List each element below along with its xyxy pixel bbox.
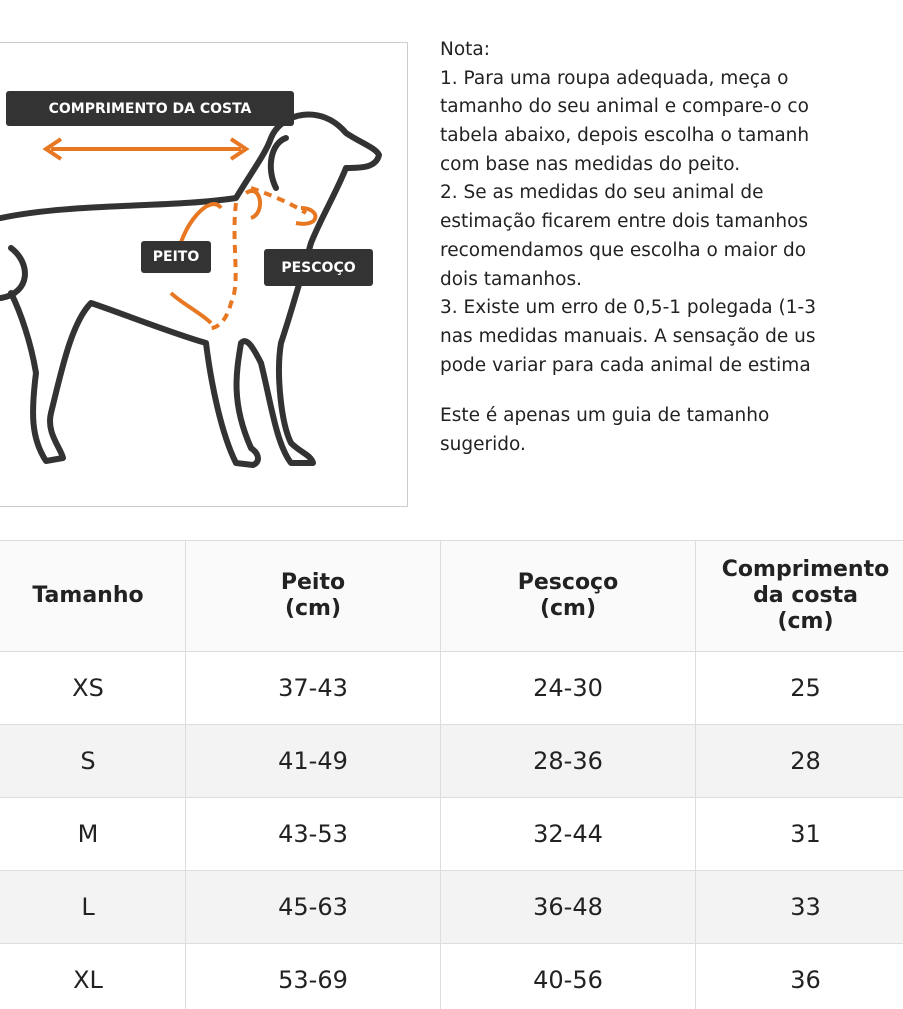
note-line: 2. Se as medidas do seu animal de (440, 182, 764, 204)
header-line: da costa (753, 583, 858, 608)
note-line: tamanho do seu animal e compare-o co (440, 96, 809, 118)
header-line: (cm) (539, 596, 597, 621)
header-line: (cm) (284, 596, 342, 621)
table-row: XS 37-43 24-30 25 (0, 651, 903, 725)
note-line: Nota: (440, 39, 490, 60)
header-line: (cm) (777, 609, 834, 634)
header-cell: Peito (cm) (185, 540, 441, 652)
footer-line: Este é apenas um guia de tamanho (440, 405, 770, 427)
table-cell: 53-69 (185, 943, 441, 1009)
dog-figure: COMPRIMENTO DA COSTA PEITO PESCOÇO (0, 42, 408, 507)
note-line: com base nas medidas do peito. (440, 153, 741, 175)
table-cell: 45-63 (185, 870, 441, 944)
table-cell: M (0, 797, 186, 871)
table-cell: L (0, 870, 186, 944)
table-cell: 37-43 (185, 651, 441, 725)
table-cell: XL (0, 943, 186, 1009)
table-row: S 41-49 28-36 28 (0, 724, 903, 798)
table-row: XL 53-69 40-56 36 (0, 943, 903, 1009)
table-cell: 40-56 (440, 943, 696, 1009)
table-cell: 36-48 (440, 870, 696, 944)
table-cell: 28-36 (440, 724, 696, 798)
header-line: Comprimento (721, 557, 890, 582)
header-cell: Pescoço (cm) (440, 540, 696, 652)
back-label: COMPRIMENTO DA COSTA (6, 91, 294, 126)
table-row: L 45-63 36-48 33 (0, 870, 903, 944)
table-cell: 43-53 (185, 797, 441, 871)
note-line: tabela abaixo, depois escolha o tamanh (440, 125, 810, 147)
table-row: M 43-53 32-44 31 (0, 797, 903, 871)
table-cell: 24-30 (440, 651, 696, 725)
table-cell: S (0, 724, 186, 798)
neck-label: PESCOÇO (264, 249, 373, 286)
table-cell: 41-49 (185, 724, 441, 798)
table-cell: 25 (695, 651, 903, 725)
note-line: nas medidas manuais. A sensação de us (440, 325, 816, 347)
size-table: Tamanho Peito (cm) Pescoço (cm) Comprimento da… (0, 540, 903, 1009)
note-line: recomendamos que escolha o maior do (440, 239, 807, 261)
dog-drawing (0, 111, 382, 468)
note-footer: Este é apenas um guia de tamanho sugerido… (440, 402, 903, 455)
header-line: Pescoço (517, 570, 619, 595)
header-line: Peito (280, 570, 346, 595)
note-line: dois tamanhos. (440, 268, 582, 290)
chest-label: PEITO (141, 241, 211, 273)
table-cell: 32-44 (440, 797, 696, 871)
note-line: 1. Para uma roupa adequada, meça o (440, 67, 789, 89)
note-line: pode variar para cada animal de estima (440, 354, 811, 376)
table-cell: 36 (695, 943, 903, 1009)
header-cell: Comprimento da costa (cm) (695, 540, 903, 652)
note-line: 3. Existe um erro de 0,5-1 polegada (1-3 (440, 297, 816, 319)
note-line: estimação ficarem entre dois tamanhos (440, 211, 809, 233)
header-cell: Tamanho (0, 540, 186, 652)
table-cell: 31 (695, 797, 903, 871)
table-cell: 33 (695, 870, 903, 944)
table-cell: 28 (695, 724, 903, 798)
header-line: Tamanho (32, 583, 144, 608)
table-cell: XS (0, 651, 186, 725)
footer-line: sugerido. (440, 433, 526, 455)
note: Nota: 1. Para uma roupa adequada, meça o t… (440, 36, 903, 455)
